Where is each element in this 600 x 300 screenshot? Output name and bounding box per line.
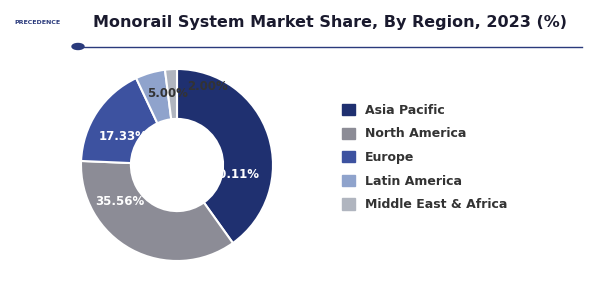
Text: 5.00%: 5.00% xyxy=(147,88,188,100)
Text: 35.56%: 35.56% xyxy=(95,195,144,208)
Wedge shape xyxy=(81,161,233,261)
Legend: Asia Pacific, North America, Europe, Latin America, Middle East & Africa: Asia Pacific, North America, Europe, Lat… xyxy=(342,104,507,211)
Wedge shape xyxy=(81,78,157,163)
Text: Monorail System Market Share, By Region, 2023 (%): Monorail System Market Share, By Region,… xyxy=(93,15,567,30)
Text: RESEARCH: RESEARCH xyxy=(17,45,58,51)
Wedge shape xyxy=(165,69,177,119)
Text: 40.11%: 40.11% xyxy=(210,168,259,181)
FancyBboxPatch shape xyxy=(8,11,67,33)
Text: 2.00%: 2.00% xyxy=(187,80,228,93)
Text: PRECEDENCE: PRECEDENCE xyxy=(14,20,61,25)
Text: 17.33%: 17.33% xyxy=(99,130,148,143)
Wedge shape xyxy=(136,70,171,123)
Wedge shape xyxy=(177,69,273,243)
